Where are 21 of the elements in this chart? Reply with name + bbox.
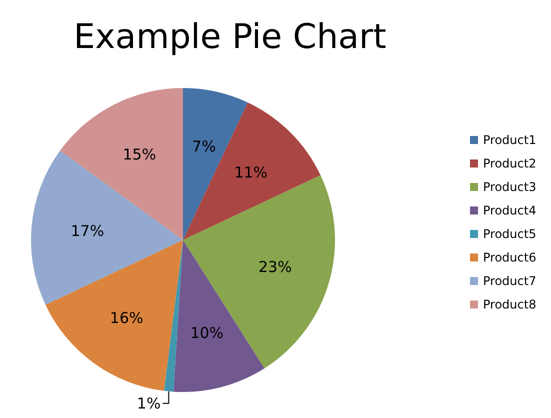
data-label: 11%: [234, 163, 268, 182]
data-label: 15%: [122, 146, 156, 164]
data-label: 17%: [70, 222, 104, 240]
pie-slice: [183, 102, 321, 240]
data-label: 23%: [258, 258, 292, 276]
legend-label: Product5: [483, 227, 536, 242]
data-label: 16%: [110, 308, 144, 327]
chart-title: Example Pie Chart: [74, 17, 386, 57]
legend-label: Product8: [483, 298, 536, 312]
pie-slice: [164, 240, 183, 392]
legend-label: Product2: [483, 156, 536, 171]
legend-label: Product4: [483, 204, 536, 218]
data-label: 7%: [192, 138, 216, 156]
legend-label: Product3: [483, 180, 536, 194]
legend-label: Product1: [483, 133, 536, 148]
pie-slice: [60, 88, 183, 240]
legend-label: Product7: [483, 274, 536, 288]
pie-slice: [45, 240, 183, 391]
data-label: 1%: [136, 394, 161, 413]
legend-label: Product6: [483, 250, 536, 265]
data-label: 10%: [190, 324, 224, 342]
